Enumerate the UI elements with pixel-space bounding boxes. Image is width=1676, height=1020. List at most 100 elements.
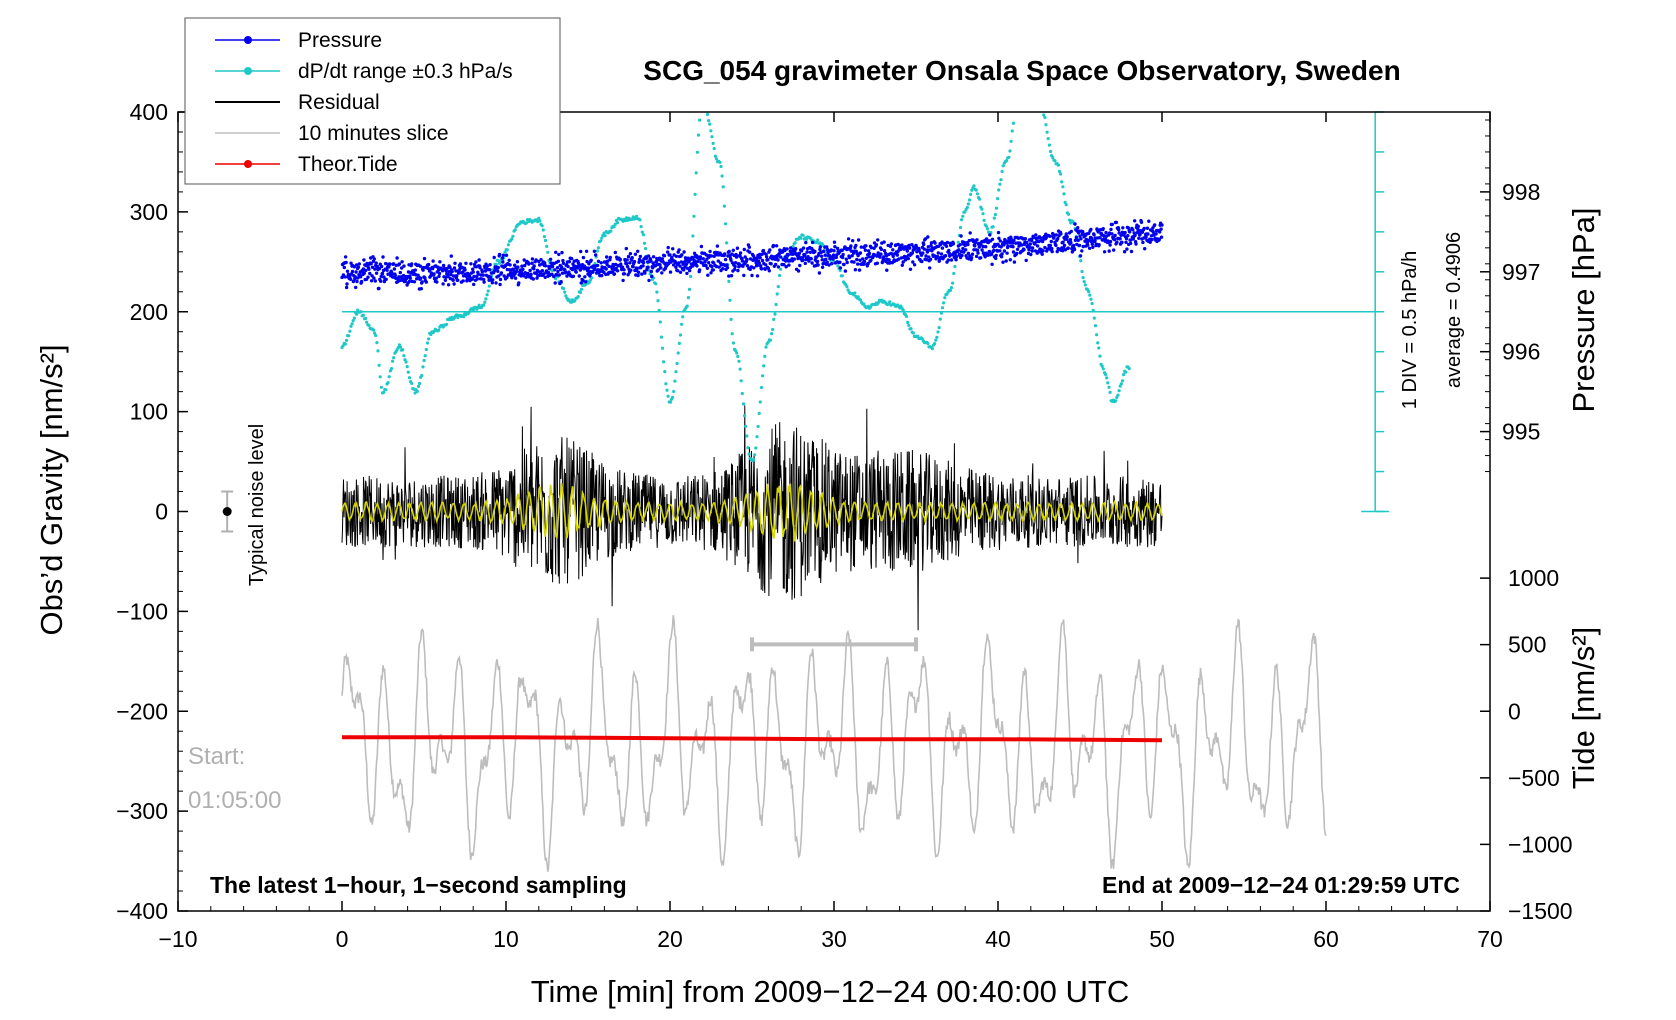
pressure-point (879, 252, 883, 256)
dpdt-point (1117, 389, 1121, 393)
pressure-point (1002, 243, 1006, 247)
pressure-point (599, 261, 603, 265)
dpdt-point (1096, 341, 1100, 345)
pressure-point (514, 269, 519, 274)
pressure-point (924, 258, 929, 262)
pressure-point (1072, 247, 1077, 252)
pressure-point (356, 276, 360, 280)
dpdt-point (486, 289, 490, 293)
pressure-point (821, 249, 826, 254)
pressure-point (818, 245, 822, 249)
pressure-point (408, 276, 412, 280)
dpdt-point (503, 250, 507, 254)
dpdt-point (664, 382, 668, 386)
dpdt-point (993, 213, 998, 217)
dpdt-point (1044, 123, 1048, 127)
dpdt-point (341, 344, 345, 348)
pressure-point (1134, 242, 1138, 246)
pressure-point (671, 263, 676, 267)
pressure-point (373, 279, 377, 283)
pressure-point (1108, 243, 1112, 247)
pressure-point (1001, 260, 1005, 264)
dpdt-point (853, 291, 857, 295)
pressure-point (393, 273, 397, 278)
dpdt-point (665, 388, 669, 392)
pressure-point (696, 259, 700, 264)
pressure-point (733, 261, 738, 265)
dpdt-point (692, 214, 696, 218)
pressure-point (641, 264, 645, 268)
pressure-point (992, 248, 996, 252)
pressure-point (530, 257, 535, 261)
pressure-point (827, 253, 832, 258)
dpdt-point (845, 285, 849, 289)
pressure-point (912, 263, 917, 267)
pressure-point (766, 258, 770, 262)
dpdt-point (801, 233, 805, 237)
dpdt-point (1122, 373, 1126, 377)
pressure-point (488, 275, 493, 279)
pressure-point (515, 260, 520, 264)
pressure-point (530, 261, 534, 265)
dpdt-point (642, 241, 647, 245)
pressure-point (850, 254, 854, 258)
pressure-point (449, 272, 453, 277)
pressure-point (499, 271, 504, 275)
dpdt-point (1098, 354, 1102, 358)
dpdt-point (377, 363, 381, 367)
dpdt-point (1061, 185, 1065, 189)
dpdt-point (809, 237, 813, 241)
pressure-point (583, 275, 587, 279)
pressure-point (1061, 240, 1065, 244)
dpdt-point (1010, 129, 1014, 133)
pressure-point (1006, 244, 1010, 248)
pressure-point (1062, 243, 1067, 248)
dpdt-point (675, 361, 679, 366)
pressure-point (1054, 233, 1059, 237)
pressure-point (424, 280, 428, 284)
pressure-point (760, 258, 765, 263)
pressure-point (818, 247, 822, 252)
dpdt-point (392, 356, 396, 360)
dpdt-point (753, 453, 757, 457)
pressure-point (560, 271, 565, 275)
tide-tick-label: 0 (1508, 698, 1521, 724)
dpdt-point (613, 222, 617, 226)
pressure-point (976, 251, 980, 255)
dpdt-point (737, 359, 741, 363)
pressure-point (359, 279, 364, 284)
pressure-point (788, 259, 792, 263)
pressure-point (1119, 233, 1123, 237)
pressure-point (637, 257, 642, 262)
pressure-point (537, 259, 541, 264)
pressure-point (561, 261, 566, 265)
dpdt-point (578, 290, 583, 295)
pressure-point (926, 245, 930, 249)
pressure-point (773, 257, 777, 261)
dpdt-point (1087, 290, 1091, 294)
pressure-point (878, 255, 882, 259)
pressure-point (349, 277, 353, 281)
pressure-point (666, 250, 670, 254)
pressure-point (1102, 233, 1106, 238)
pressure-point (1041, 249, 1045, 253)
pressure-point (755, 256, 759, 260)
dpdt-point (728, 298, 732, 302)
dpdt-point (573, 299, 577, 303)
pressure-point (960, 253, 964, 258)
pressure-point (842, 262, 846, 267)
dpdt-point (391, 359, 395, 363)
dpdt-point (485, 293, 489, 297)
dpdt-point (678, 333, 683, 337)
pressure-point (758, 256, 762, 260)
pressure-point (711, 268, 715, 272)
pressure-point (742, 247, 746, 252)
pressure-point (1035, 244, 1040, 248)
pressure-point (1010, 241, 1015, 245)
dpdt-point (674, 370, 678, 374)
pressure-point (864, 256, 868, 260)
dpdt-point (1088, 293, 1092, 297)
dpdt-point (758, 400, 762, 404)
pressure-point (851, 239, 855, 243)
pressure-point (455, 274, 459, 278)
